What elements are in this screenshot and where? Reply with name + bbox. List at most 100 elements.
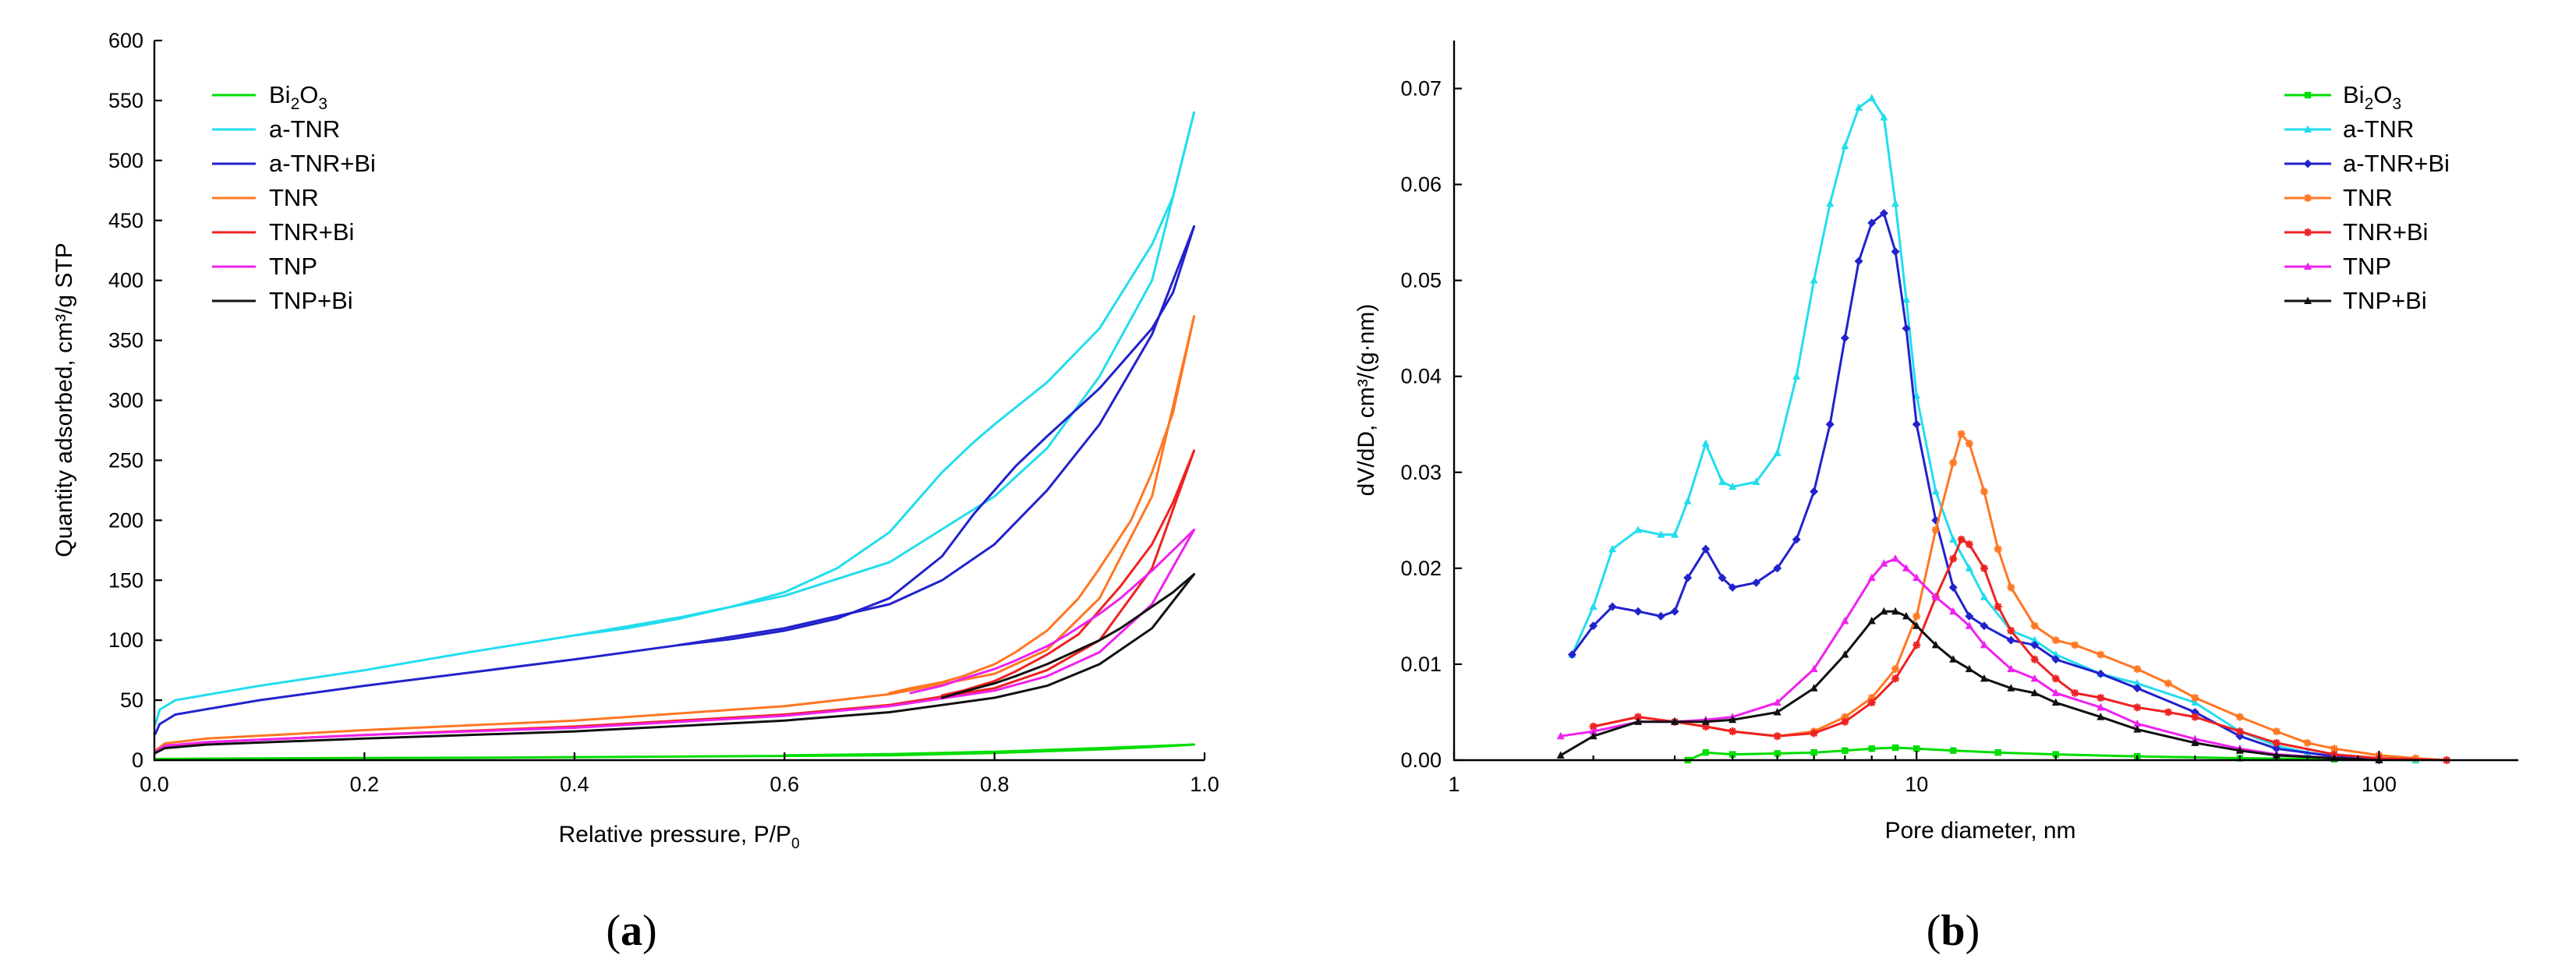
chart-b-ytick-label: 0.06 [1400, 173, 1442, 196]
chart-b-ytick-label: 0.04 [1400, 365, 1442, 388]
chart-b-series-bi2o3-point [1994, 748, 2001, 756]
chart-a-series-a-tnr-desorption-line [573, 111, 1195, 637]
chart-b-series-tnp-line [1559, 557, 2380, 762]
chart-b-series-tnp-point [1965, 621, 1973, 629]
chart-b-series-tnr-point [2303, 738, 2312, 747]
chart-b-series-a-tnr-point [1671, 530, 1679, 538]
chart-b-series-a-tnr-point [1729, 482, 1737, 490]
chart-a-series-tnp-adsorption-line [154, 529, 1195, 753]
chart-b-legend-item-tnp-bi-marker [2304, 296, 2312, 304]
chart-b-series-tnp-point [1949, 607, 1958, 615]
chart-a-y-axis-label: Quantity adsorbed, cm³/g STP [51, 242, 77, 557]
chart-b-series-a-tnr-point [1752, 477, 1760, 486]
chart-b-series-a-tnr-point [1608, 544, 1617, 553]
chart-b-series-tnr-point [1994, 545, 2002, 554]
chart-b-series-tnr-bi-line [1592, 538, 2448, 762]
chart-a-series-tnp-bi-desorption-line [940, 573, 1195, 699]
chart-b-series-bi2o3-point [2052, 751, 2059, 758]
chart-b-series-bi2o3-point [1729, 751, 1736, 758]
chart-b-series-tnr-bi-point [2191, 713, 2199, 721]
chart-b-xticks: 1 10 100 [1448, 751, 2397, 796]
chart-b-series-a-tnr-point [1701, 439, 1710, 447]
chart-b-series-a-tnr-bi-point [1701, 544, 1711, 554]
chart-b-series-tnp-bi-point [1931, 640, 1940, 649]
chart-b-series-a-tnr-bi-point [2006, 635, 2015, 645]
chart-b-series-a-tnr-point [1718, 477, 1726, 486]
chart-a-ytick-label: 50 [120, 688, 143, 712]
chart-a-series-bi2o3-adsorption-line [154, 743, 1195, 760]
chart-a-legend-item-tnp-label-part: TNP [269, 253, 317, 280]
chart-a: 0 50 100 150 200 250 300 350 400 450 500 550 600 0.0… [51, 29, 1219, 852]
chart-b-series-tnr-point [1867, 694, 1876, 702]
chart-b-series-a-tnr-point [1589, 602, 1598, 610]
chart-b-series-tnr-bi-point [1729, 727, 1737, 736]
chart-b-series-tnp-point [2133, 719, 2142, 727]
chart-b-series-a-tnr-point [2051, 650, 2060, 658]
chart-b-legend-item-tnr-bi-label-part: TNR+Bi [2343, 218, 2428, 246]
chart-b-series-bi2o3-point [1949, 747, 1957, 754]
chart-a-series-group [154, 111, 1195, 760]
chart-b-series-a-tnr-bi-point [2096, 669, 2105, 678]
chart-b-series-tnr-bi-point [1949, 554, 1958, 563]
chart-b-ytick-label: 0.02 [1400, 557, 1442, 580]
chart-a-legend-item-bi2o3-label-sub2: 3 [318, 95, 327, 113]
chart-b-series-a-tnr-point [1902, 295, 1910, 303]
chart-b-series-tnr-bi-point [2097, 694, 2105, 702]
chart-b-legend-item-a-tnr-label: a-TNR [2343, 115, 2414, 143]
chart-b-series-a-tnr-point [1773, 448, 1782, 457]
chart-b-series-tnr-point [1965, 439, 1973, 448]
chart-b-legend-item-a-tnr-bi-marker [2303, 159, 2312, 168]
chart-b-ytick-label: 0.01 [1400, 653, 1442, 676]
chart-b-series-a-tnr-point [1634, 525, 1643, 533]
chart-a-series-tnp-desorption-line [909, 529, 1195, 695]
chart-b-legend-item-bi2o3-label-part2: O [2373, 81, 2392, 108]
chart-b-series-a-tnr-bi-point [1840, 334, 1849, 343]
chart-b-series-tnp-bi-point [1880, 607, 1888, 615]
chart-a-ytick-label: 450 [108, 209, 143, 232]
chart-b-series-tnr-bi-point [2133, 703, 2142, 712]
chart-b-series-tnp-bi-point [1773, 707, 1782, 716]
chart-b-series-a-tnr-bi-point [1633, 607, 1643, 616]
chart-a-xtick-label: 0.0 [140, 773, 169, 796]
chart-a-ytick-label: 300 [108, 389, 143, 412]
chart-b-series-tnr-bi-point [2030, 655, 2039, 663]
chart-a-x-axis-label: Relative pressure, P/P0 [558, 822, 799, 852]
chart-a-ytick-label: 550 [108, 89, 143, 112]
chart-b-legend-item-tnr-bi-label: TNR+Bi [2343, 218, 2428, 246]
chart-b-legend-item-bi2o3-label-sub: 2 [2365, 95, 2374, 113]
chart-b-series-group [1556, 94, 2451, 765]
chart-b-series-tnp-bi-point [1701, 717, 1710, 725]
chart-b-series-a-tnr-bi-point [1891, 247, 1900, 257]
chart-b-series-a-tnr-point [1810, 276, 1818, 284]
chart-b-xtick-label: 1 [1448, 773, 1460, 796]
chart-a-series-tnr-adsorption-line [154, 315, 1195, 752]
chart-b-ytick-label: 0.05 [1400, 269, 1442, 292]
chart-b-series-tnr-point [2191, 694, 2199, 702]
chart-a-ytick-label: 200 [108, 508, 143, 532]
chart-a-legend-item-a-tnr-label-part: a-TNR [269, 115, 340, 143]
chart-b-series-a-tnr-bi-point [1879, 209, 1888, 218]
chart-a-legend-item-tnp-label: TNP [269, 253, 317, 280]
chart-b-legend-item-bi2o3-marker [2304, 91, 2312, 99]
chart-b-series-a-tnr-line [1570, 97, 2417, 762]
chart-b-series-tnr-bi-point [1957, 535, 1966, 543]
chart-b-legend-item-tnr-bi-marker [2304, 228, 2312, 236]
chart-b-series-a-tnr-point [1657, 530, 1665, 538]
chart-b-legend-item-tnp-bi-label-part: TNP+Bi [2343, 287, 2427, 314]
chart-b-series-a-tnr-point [1965, 564, 1973, 571]
chart-a-legend-item-tnr-bi-label-part: TNR+Bi [269, 218, 354, 246]
chart-b-legend-item-tnr-label: TNR [2343, 184, 2393, 211]
caption-b: (b) [1927, 907, 1980, 955]
chart-b-series-tnp-bi-point [1810, 684, 1818, 692]
chart-b-series-tnr-point [2272, 727, 2281, 736]
chart-b-series-tnp-bi-point [1949, 655, 1958, 663]
chart-b-series-tnr-point [1957, 430, 1966, 438]
chart-b-series-a-tnr-bi-point [2030, 640, 2040, 649]
chart-b-series-a-tnr-bi-point [1589, 621, 1598, 631]
chart-b-series-bi2o3-point [1702, 748, 1709, 756]
chart-b-legend-item-tnp-label-part: TNP [2343, 253, 2391, 280]
chart-b-legend-item-tnr-label-part: TNR [2343, 184, 2393, 211]
chart-b-series-a-tnr-point [1792, 372, 1801, 380]
chart-a-legend-item-bi2o3-label-part: Bi [269, 81, 291, 108]
